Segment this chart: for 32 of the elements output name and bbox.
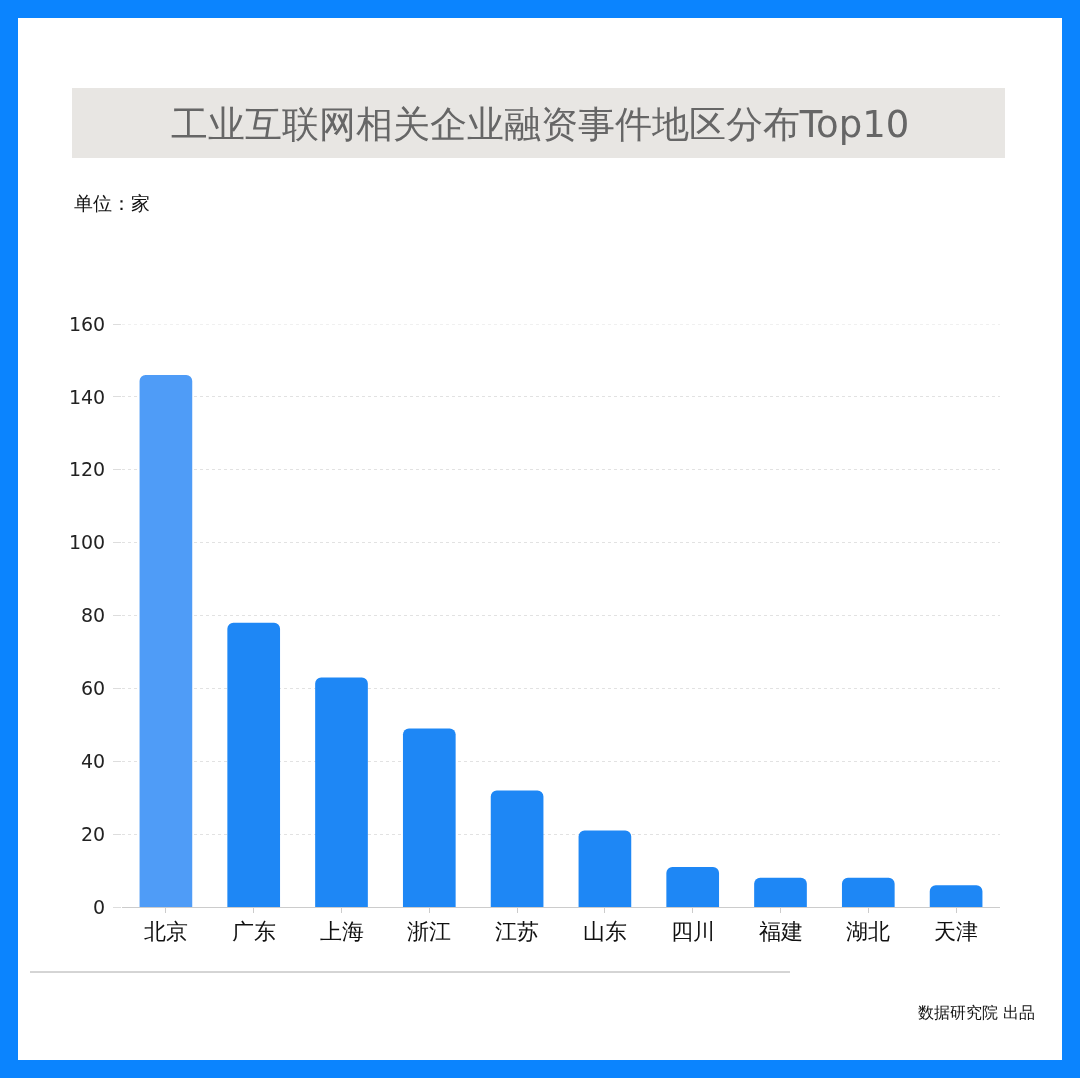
- y-tick-label: 100: [68, 531, 106, 554]
- x-tick-label: 北京: [143, 919, 188, 945]
- y-tick-label: 140: [68, 385, 106, 408]
- chart-title: 工业互联网相关企业融资事件地区分布Top10: [170, 102, 910, 146]
- y-tick-label: 40: [81, 749, 106, 772]
- y-tick-label: 20: [81, 822, 106, 845]
- bar: [490, 790, 544, 907]
- text: 单位：家: [74, 192, 150, 214]
- bar: [754, 877, 807, 907]
- x-tick-label: 浙江: [407, 919, 452, 945]
- y-tick-label: 60: [81, 677, 106, 700]
- y-tick-label: 120: [68, 458, 106, 481]
- bar: [666, 866, 720, 907]
- y-tick-label: 160: [68, 312, 106, 335]
- bar: [929, 885, 983, 907]
- x-tick-label: 上海: [319, 919, 364, 945]
- bar: [227, 622, 281, 907]
- bar: [841, 877, 895, 907]
- x-tick-label: 福建: [758, 919, 803, 945]
- text: 数据研究院 出品: [918, 1003, 1036, 1022]
- x-tick-label: 湖北: [846, 919, 891, 945]
- x-tick-label: 天津: [934, 919, 979, 945]
- bar: [139, 375, 193, 907]
- y-tick-label: 80: [81, 604, 106, 627]
- x-tick-label: 四川: [670, 919, 715, 945]
- bar: [315, 677, 368, 907]
- bar: [578, 830, 632, 907]
- x-tick-label: 广东: [231, 919, 276, 945]
- y-tick-label: 0: [93, 895, 106, 918]
- bar: [402, 728, 456, 907]
- x-tick-label: 江苏: [495, 919, 540, 945]
- x-tick-label: 山东: [582, 919, 627, 945]
